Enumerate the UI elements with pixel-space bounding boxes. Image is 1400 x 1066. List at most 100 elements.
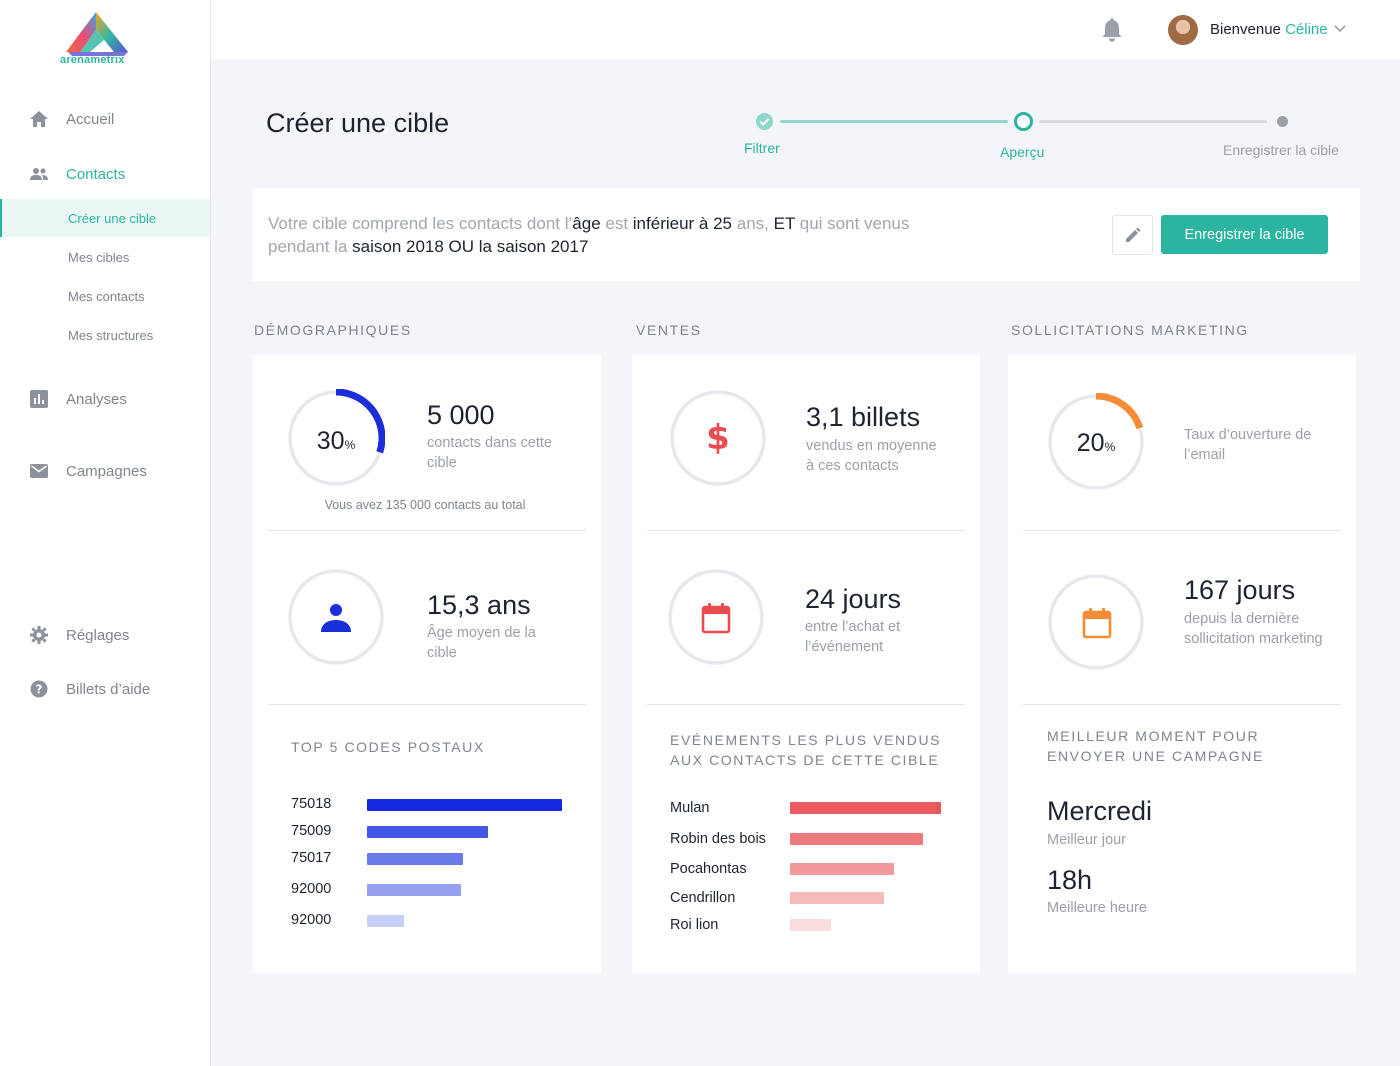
nav-help[interactable]: ? Billets d’aide <box>0 671 210 707</box>
top-events-title: EVÉNEMENTS LES PLUS VENDUS AUX CONTACTS … <box>670 732 942 768</box>
contact-count: 5 000 <box>427 400 495 430</box>
zip-bar <box>367 826 488 838</box>
step-filter-label[interactable]: Filtrer <box>744 140 780 156</box>
subnav-my-targets[interactable]: Mes cibles <box>68 249 130 265</box>
summary-part: âge <box>572 214 601 233</box>
welcome-text[interactable]: Bienvenue Céline <box>1210 21 1328 38</box>
zip-label: 92000 <box>291 881 332 897</box>
divider <box>647 704 965 705</box>
best-day: Mercredi <box>1047 796 1153 826</box>
share-percent-value: 30 <box>316 427 345 455</box>
step-save-dot[interactable] <box>1277 116 1288 127</box>
zip-bar <box>367 915 404 927</box>
event-label: Pocahontas <box>670 861 747 877</box>
summary-part: qui sont venus pendant la <box>268 214 910 256</box>
subnav-my-contacts[interactable]: Mes contacts <box>68 288 145 304</box>
age-ring <box>288 569 384 665</box>
open-rate-ring <box>1047 393 1145 491</box>
nav-contacts[interactable]: Contacts <box>0 156 210 192</box>
best-time-title: MEILLEUR MOMENT POUR ENVOYER UNE CAMPAGN… <box>1047 728 1264 764</box>
zip-label: 75018 <box>291 796 332 812</box>
user-name: Céline <box>1285 21 1328 38</box>
event-label: Cendrillon <box>670 890 736 906</box>
brand-name: arenametrix <box>60 54 125 66</box>
best-hour-label: Meilleure heure <box>1047 900 1147 916</box>
chevron-down-icon[interactable] <box>1333 22 1347 36</box>
arenametrix-logo[interactable] <box>58 8 138 70</box>
nav-settings[interactable]: Réglages <box>0 617 210 653</box>
tickets-ring <box>670 390 766 486</box>
zip-bar <box>367 884 461 896</box>
target-summary: Votre cible comprend les contacts dont l… <box>253 188 1360 281</box>
contacts-icon <box>29 164 49 184</box>
open-rate-desc: Taux d’ouverture de l’email <box>1184 427 1312 463</box>
event-label: Robin des bois <box>670 831 766 847</box>
svg-text:$: $ <box>706 419 730 455</box>
total-contacts-caption: Vous avez 135 000 contacts au total <box>324 498 526 512</box>
nav-home[interactable]: Accueil <box>0 101 210 137</box>
top-bar <box>211 0 1400 59</box>
step-save-label[interactable]: Enregistrer la cible <box>1223 142 1339 158</box>
zip-label: 75017 <box>291 850 332 866</box>
purchase-delay-desc: entre l’achat et l’événement <box>805 619 901 655</box>
summary-part: ans, <box>732 214 774 233</box>
summary-part: est <box>600 214 633 233</box>
svg-text:?: ? <box>36 683 43 697</box>
step-preview-dot[interactable] <box>1014 112 1033 131</box>
contact-count-desc: contacts dans cette cible <box>427 435 552 471</box>
open-rate-unit: % <box>1104 440 1116 454</box>
pencil-icon <box>1125 227 1140 242</box>
stepper-line-todo <box>1039 120 1267 123</box>
share-ring-arc <box>287 389 385 487</box>
divider <box>1023 530 1341 531</box>
last-solicitation-ring <box>1048 574 1144 670</box>
bar-chart-icon <box>29 389 49 409</box>
days-since-solicitation-desc: depuis la dernière sollicitation marketi… <box>1184 611 1323 647</box>
event-bar <box>790 833 923 845</box>
zip-label: 92000 <box>291 912 332 928</box>
nav-help-label: Billets d’aide <box>66 680 151 698</box>
share-percent: 30% <box>287 427 385 456</box>
dollar-icon: $ <box>706 419 730 455</box>
event-label: Mulan <box>670 800 710 816</box>
divider <box>1023 704 1341 705</box>
zip-bar <box>367 853 463 865</box>
welcome-greeting: Bienvenue <box>1210 21 1281 38</box>
event-label: Roi lion <box>670 917 719 933</box>
purchase-delay: 24 jours <box>805 584 902 614</box>
mail-icon <box>29 461 49 481</box>
bell-icon[interactable] <box>1101 18 1123 42</box>
open-rate-value: 20 <box>1076 429 1105 457</box>
subnav-create-target[interactable]: Créer une cible <box>0 199 210 237</box>
zip-bar <box>367 799 562 811</box>
average-age-desc: Âge moyen de la cible <box>427 625 536 661</box>
summary-part: inférieur à 25 <box>632 214 733 233</box>
summary-part: saison 2018 OU la saison 2017 <box>352 237 589 256</box>
sales-card: $ 3,1 billets vendus en moyenne à ces co… <box>632 355 980 973</box>
nav-campaigns[interactable]: Campagnes <box>0 453 210 489</box>
home-icon <box>29 109 49 129</box>
calendar-icon <box>1082 608 1112 639</box>
summary-part: ET <box>773 214 796 233</box>
summary-part: Votre cible comprend les contacts dont l… <box>268 214 573 233</box>
demographics-card: 30% 5 000 contacts dans cette cible Vous… <box>253 355 601 973</box>
nav-home-label: Accueil <box>66 110 115 128</box>
event-bar <box>790 802 941 814</box>
nav-campaigns-label: Campagnes <box>66 462 147 480</box>
marketing-card: 20% Taux d’ouverture de l’email 167 jour… <box>1008 355 1356 973</box>
nav-settings-label: Réglages <box>66 626 130 644</box>
check-icon <box>759 118 770 126</box>
open-rate-percent: 20% <box>1047 429 1145 458</box>
user-avatar[interactable] <box>1168 15 1198 45</box>
step-preview-label[interactable]: Aperçu <box>1000 144 1045 160</box>
open-rate-ring-arc <box>1047 393 1145 491</box>
average-tickets: 3,1 billets <box>806 402 921 432</box>
step-filter-dot[interactable] <box>756 113 773 130</box>
save-target-button[interactable]: Enregistrer la cible <box>1161 215 1328 254</box>
nav-analyses[interactable]: Analyses <box>0 381 210 417</box>
days-since-solicitation: 167 jours <box>1184 575 1296 605</box>
top-zip-title: TOP 5 CODES POSTAUX <box>291 739 485 755</box>
edit-button[interactable] <box>1112 215 1153 255</box>
demographics-title: DÉMOGRAPHIQUES <box>254 322 412 338</box>
subnav-my-structures[interactable]: Mes structures <box>68 327 154 343</box>
